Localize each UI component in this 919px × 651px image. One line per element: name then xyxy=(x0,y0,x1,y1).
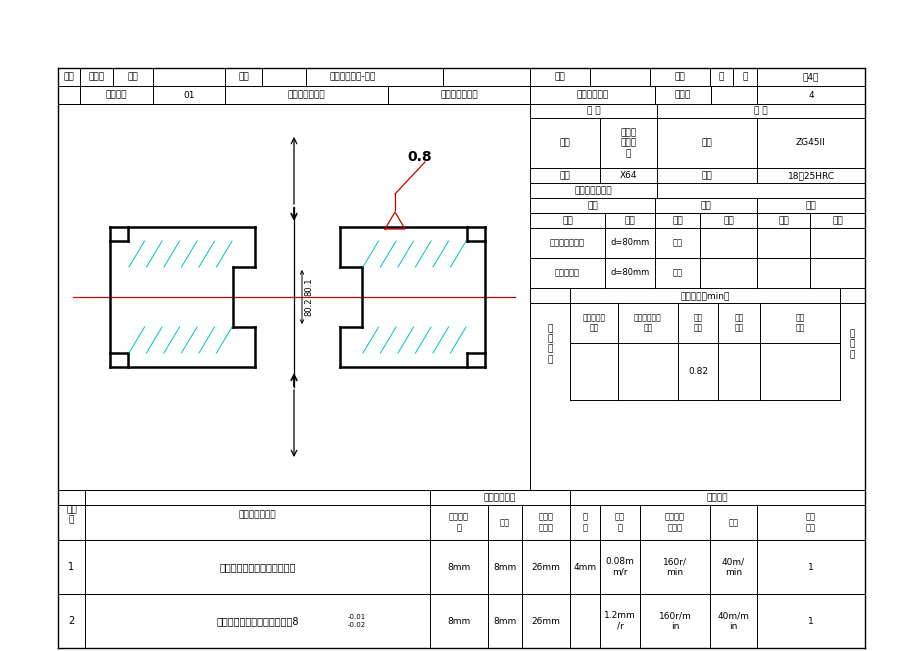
Text: 0.82: 0.82 xyxy=(687,367,708,376)
Text: 8mm: 8mm xyxy=(447,616,471,626)
Text: 型号: 型号 xyxy=(559,171,570,180)
Text: 8mm: 8mm xyxy=(493,616,516,626)
Text: 8mm: 8mm xyxy=(493,562,516,572)
Text: 变速换挡拨叉: 变速换挡拨叉 xyxy=(575,90,608,100)
Text: 切削用量: 切削用量 xyxy=(706,493,728,502)
Text: 26mm: 26mm xyxy=(531,616,560,626)
Text: 40m/
min: 40m/ min xyxy=(721,557,744,577)
Text: 工步名称及内容: 工步名称及内容 xyxy=(238,510,276,519)
Text: 刀具: 刀具 xyxy=(586,201,597,210)
Text: 名称: 名称 xyxy=(722,216,733,225)
Text: ZG45II: ZG45II xyxy=(795,139,825,148)
Text: 1: 1 xyxy=(68,562,74,572)
Text: 走刀
次数: 走刀 次数 xyxy=(805,513,815,533)
Text: 直径或宽
度: 直径或宽 度 xyxy=(448,513,469,533)
Text: 工序号: 工序号 xyxy=(675,90,690,100)
Text: 辅具: 辅具 xyxy=(805,201,815,210)
Text: 材 料: 材 料 xyxy=(754,107,767,115)
Text: 卧式双
铣面铣
床: 卧式双 铣面铣 床 xyxy=(619,128,636,158)
Text: 长度: 长度 xyxy=(499,518,509,527)
Text: 80.1: 80.1 xyxy=(303,278,312,296)
Text: 游标: 游标 xyxy=(672,238,682,247)
Text: 工作地点服务
时间: 工作地点服务 时间 xyxy=(633,313,661,333)
Text: 0.08m
m/r: 0.08m m/r xyxy=(605,557,634,577)
Text: 机械加工工序-椭锥: 机械加工工序-椭锥 xyxy=(329,72,375,81)
Text: 工时定额（min）: 工时定额（min） xyxy=(679,291,729,300)
Text: 名称: 名称 xyxy=(831,216,842,225)
Text: 描图: 描图 xyxy=(554,72,565,81)
Text: 4mm: 4mm xyxy=(573,562,596,572)
Text: 名称: 名称 xyxy=(559,139,570,148)
Text: -0.01: -0.01 xyxy=(347,614,366,620)
Text: 160r/
min: 160r/ min xyxy=(663,557,686,577)
Text: 张: 张 xyxy=(742,72,747,81)
Text: X64: X64 xyxy=(619,171,637,180)
Text: 产品代号: 产品代号 xyxy=(106,90,127,100)
Text: 1: 1 xyxy=(807,616,813,626)
Text: 加工表面尺寸: 加工表面尺寸 xyxy=(483,493,516,502)
Text: 名称: 名称 xyxy=(562,216,573,225)
Text: 80.2: 80.2 xyxy=(303,298,312,316)
Text: d=80mm: d=80mm xyxy=(609,238,649,247)
Text: 切
深: 切 深 xyxy=(582,513,587,533)
Text: 40m/m
in: 40m/m in xyxy=(717,611,749,631)
Text: 8mm: 8mm xyxy=(447,562,471,572)
Text: 零（部）件代号: 零（部）件代号 xyxy=(288,90,325,100)
Text: 量具: 量具 xyxy=(700,201,710,210)
Text: 技
术
等
级: 技 术 等 级 xyxy=(547,324,552,364)
Text: 设 备: 设 备 xyxy=(586,107,600,115)
Text: 夹具名称、编号: 夹具名称、编号 xyxy=(574,186,612,195)
Text: 工序
号: 工序 号 xyxy=(66,505,77,525)
Text: 基本
时间: 基本 时间 xyxy=(693,313,702,333)
Text: 名称: 名称 xyxy=(701,139,711,148)
Text: 准备及终结
时间: 准备及终结 时间 xyxy=(582,313,605,333)
Text: 1: 1 xyxy=(807,562,813,572)
Text: 规格: 规格 xyxy=(624,216,635,225)
Text: 精铣变速换挡拨叉叉脚两端面8: 精铣变速换挡拨叉叉脚两端面8 xyxy=(216,616,299,626)
Text: 硬度: 硬度 xyxy=(701,171,711,180)
Text: 单件
时间: 单件 时间 xyxy=(795,313,804,333)
Text: 班
产
量: 班 产 量 xyxy=(849,329,855,359)
Text: -0.02: -0.02 xyxy=(347,622,365,628)
Text: 走刀
量: 走刀 量 xyxy=(614,513,624,533)
Text: 18～25HRC: 18～25HRC xyxy=(787,171,834,180)
Text: 校对: 校对 xyxy=(674,72,685,81)
Text: 26mm: 26mm xyxy=(531,562,560,572)
Text: 转速或双
行程数: 转速或双 行程数 xyxy=(664,513,685,533)
Text: 卡尺: 卡尺 xyxy=(672,268,682,277)
Text: 零（部）件名称: 零（部）件名称 xyxy=(439,90,477,100)
Text: 设计: 设计 xyxy=(128,72,138,81)
Text: 第4张: 第4张 xyxy=(802,72,818,81)
Text: 编制: 编制 xyxy=(63,72,74,81)
Text: 加工计
算长度: 加工计 算长度 xyxy=(538,513,553,533)
Text: d=80mm: d=80mm xyxy=(609,268,649,277)
Text: 大勝杰: 大勝杰 xyxy=(88,72,105,81)
Text: 辅助
时间: 辅助 时间 xyxy=(733,313,743,333)
Text: 三面刃铣刀: 三面刃铣刀 xyxy=(554,268,579,277)
Text: 共: 共 xyxy=(718,72,723,81)
Text: 01: 01 xyxy=(183,90,195,100)
Text: 粗铣变速换挡拨叉叉脚两端面: 粗铣变速换挡拨叉叉脚两端面 xyxy=(219,562,295,572)
Text: 审核: 审核 xyxy=(238,72,249,81)
Text: 规格: 规格 xyxy=(777,216,788,225)
Text: 高速套式面铣刀: 高速套式面铣刀 xyxy=(550,238,584,247)
Text: 2: 2 xyxy=(68,616,74,626)
Text: 1.2mm
/r: 1.2mm /r xyxy=(604,611,635,631)
Text: 0.8: 0.8 xyxy=(406,150,431,164)
Text: 名称: 名称 xyxy=(672,216,682,225)
Text: 4: 4 xyxy=(807,90,813,100)
Text: 切速: 切速 xyxy=(728,518,738,527)
Text: 160r/m
in: 160r/m in xyxy=(658,611,690,631)
